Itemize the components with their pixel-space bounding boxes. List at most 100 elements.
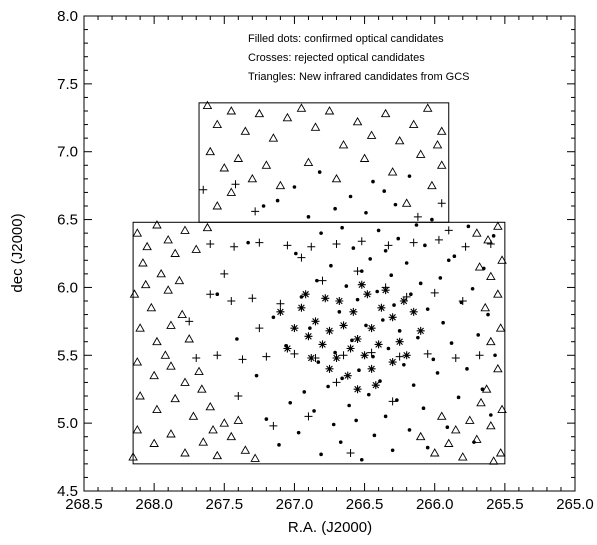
filled-dot-point	[392, 303, 396, 307]
cross-point	[185, 317, 194, 326]
filled-dot-point	[333, 206, 337, 211]
triangle-point	[310, 122, 321, 131]
filled-dot-point	[371, 179, 375, 184]
filled-dot-point	[344, 284, 349, 288]
filled-dot-point	[378, 379, 382, 383]
triangle-point	[170, 393, 180, 403]
filled-dot-point	[368, 257, 372, 261]
triangle-point	[233, 153, 244, 162]
cross-point	[357, 237, 366, 246]
x-tick-label: 266.5	[346, 496, 384, 513]
cross-point	[444, 226, 453, 235]
filled-dot-point	[452, 254, 457, 259]
triangle-point	[205, 146, 216, 156]
asterisk-point	[321, 294, 330, 303]
cross-point	[227, 297, 236, 305]
filled-dot-point	[393, 202, 398, 207]
cross-point	[402, 292, 411, 301]
filled-dot-point	[416, 335, 420, 340]
filled-dot-point	[431, 357, 436, 362]
asterisk-point	[357, 280, 366, 289]
triangle-point	[132, 425, 143, 434]
filled-dot-point	[493, 353, 497, 358]
filled-dot-point	[371, 354, 375, 359]
y-tick-label: 6.5	[57, 212, 78, 229]
triangle-point	[476, 397, 486, 407]
filled-dot-point	[396, 236, 401, 241]
filled-dot-point	[390, 448, 395, 453]
filled-dot-point	[294, 251, 298, 256]
filled-dot-point	[409, 292, 413, 297]
triangle-point	[480, 302, 490, 312]
asterisk-point	[332, 354, 341, 362]
filled-dot-point	[404, 261, 409, 265]
asterisk-point	[367, 324, 376, 333]
triangle-point	[486, 271, 496, 281]
y-tick-label: 7.0	[57, 144, 78, 161]
triangle-point	[495, 323, 506, 332]
filled-dot-point	[366, 392, 371, 397]
filled-dot-point	[486, 312, 490, 317]
filled-dot-point	[275, 198, 280, 203]
y-tick-label: 7.5	[57, 76, 78, 93]
cross-point	[290, 349, 299, 358]
triangle-point	[138, 258, 148, 267]
asterisk-point	[416, 326, 425, 335]
asterisk-point	[335, 297, 344, 305]
filled-dot-point	[489, 413, 493, 417]
cross-point	[367, 348, 376, 357]
cross-point	[220, 269, 229, 278]
asterisk-point	[402, 351, 411, 360]
triangle-point	[166, 429, 176, 438]
cross-point	[234, 392, 243, 400]
filled-dot-point	[316, 360, 321, 364]
triangle-point	[194, 366, 204, 376]
triangle-point	[163, 285, 173, 294]
series-triangles	[128, 100, 507, 465]
filled-dot-point	[299, 295, 304, 299]
triangle-point	[226, 106, 237, 115]
asterisk-point	[325, 364, 334, 373]
triangle-point	[415, 431, 426, 441]
triangle-point	[436, 126, 447, 135]
triangle-point	[149, 370, 159, 380]
axis-ticks: 268.5 268.0 267.5 267.0 266.5 266.0 265.5 265.0…	[57, 8, 594, 513]
cross-point	[248, 294, 257, 303]
asterisk-point	[290, 324, 299, 333]
triangle-point	[184, 334, 194, 343]
triangle-point	[495, 448, 506, 457]
triangle-point	[282, 112, 293, 122]
asterisk-point	[388, 358, 397, 367]
cross-point	[304, 412, 313, 421]
filled-dot-point	[383, 414, 388, 419]
filled-dot-point	[306, 215, 311, 219]
filled-dot-point	[235, 337, 239, 341]
filled-dot-point	[246, 240, 250, 245]
cross-point	[409, 238, 418, 247]
triangle-point	[240, 126, 251, 135]
y-tick-label: 5.0	[57, 415, 78, 432]
filled-dot-point	[354, 418, 358, 423]
triangle-point	[497, 255, 507, 264]
cross-point	[475, 351, 484, 360]
filled-dot-point	[386, 346, 391, 351]
triangle-point	[226, 187, 237, 196]
cross-point	[458, 297, 467, 305]
triangle-point	[188, 411, 199, 420]
triangle-point	[226, 431, 237, 441]
filled-dot-point	[355, 297, 360, 302]
triangle-point	[198, 437, 209, 446]
triangle-point	[422, 103, 433, 112]
cross-point	[283, 241, 292, 250]
filled-dot-point	[348, 194, 353, 199]
triangle-point	[233, 415, 244, 424]
filled-dot-point	[338, 440, 343, 444]
triangle-point	[450, 425, 461, 434]
filled-dot-point	[476, 333, 481, 337]
triangle-point	[152, 220, 162, 229]
asterisk-point	[353, 385, 362, 394]
y-axis-label: dec (J2000)	[9, 213, 26, 292]
filled-dot-point	[264, 417, 269, 421]
asterisk-point	[276, 307, 285, 316]
